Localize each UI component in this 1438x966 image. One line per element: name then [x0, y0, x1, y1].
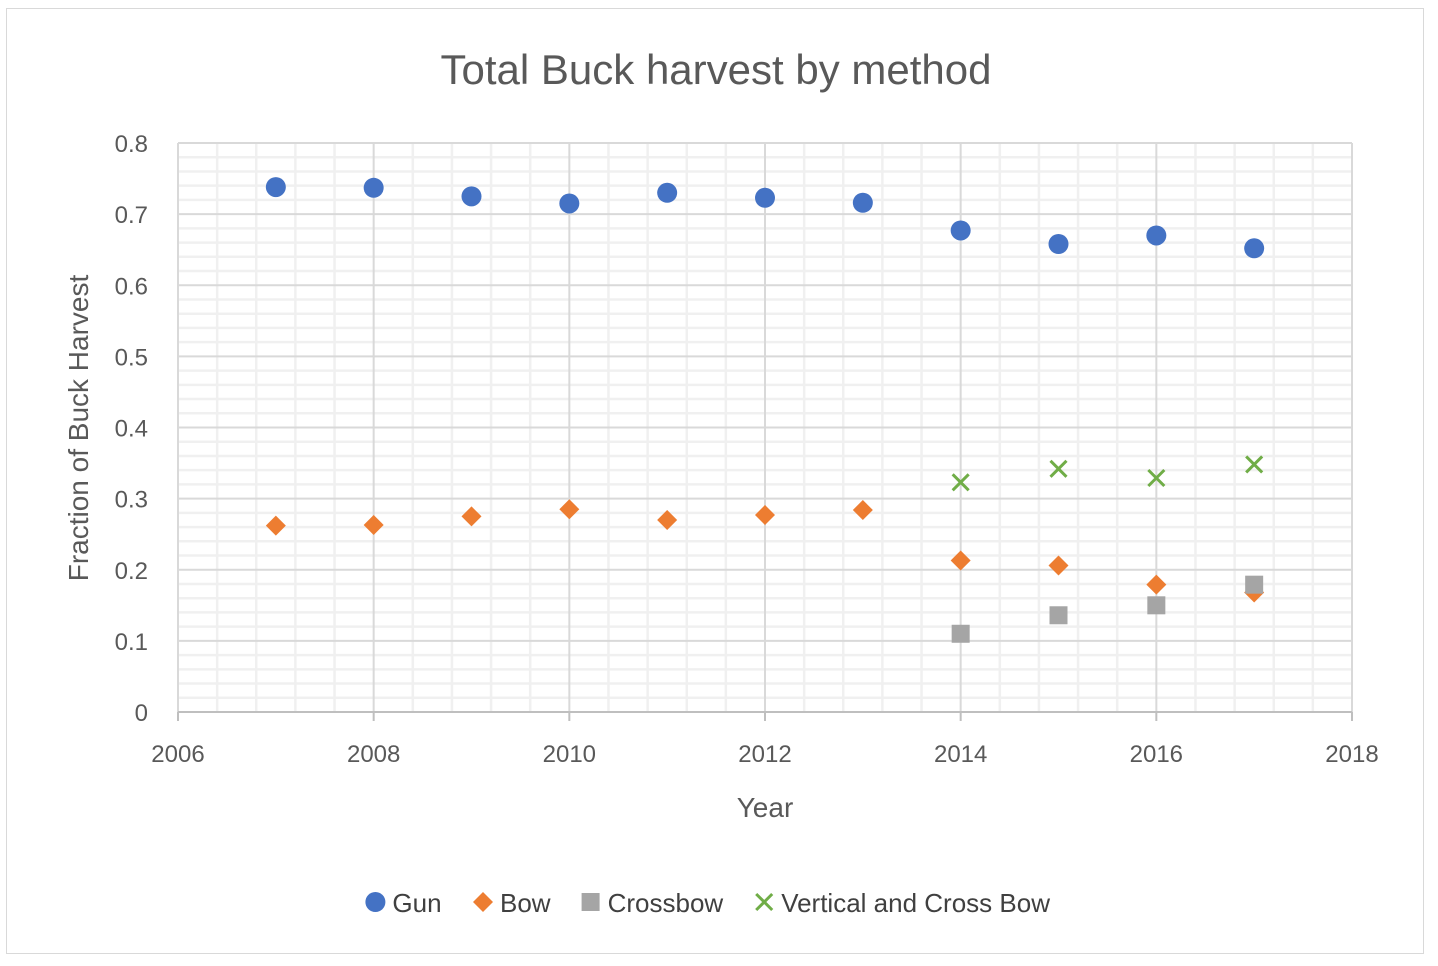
- x-tick-label: 2018: [1325, 741, 1378, 768]
- bow-point: [852, 500, 873, 521]
- grid: [177, 142, 1353, 713]
- legend-label: Bow: [500, 888, 551, 918]
- y-tick-label: 0.1: [115, 629, 148, 656]
- gun-point: [1146, 225, 1167, 246]
- bow-point: [657, 509, 678, 530]
- chart-area: [6, 8, 1424, 954]
- legend-marker-crossbow: [581, 893, 600, 911]
- vertical-and-cross-bow-point: [1049, 459, 1068, 478]
- x-axis-title: Year: [737, 792, 794, 823]
- y-tick-label: 0: [135, 700, 148, 727]
- x-tick-label: 2014: [934, 741, 987, 768]
- y-tick-label: 0.8: [115, 131, 148, 158]
- bow-point: [755, 504, 775, 525]
- gun-point: [657, 182, 678, 203]
- legend-item-vertical-and-cross-bow: Vertical and Cross Bow: [755, 888, 1050, 918]
- gun-point: [461, 186, 482, 207]
- legend-label: Crossbow: [608, 888, 724, 918]
- chart-title: Total Buck harvest by method: [441, 46, 992, 93]
- y-tick-label: 0.5: [115, 344, 148, 371]
- bow-point: [363, 514, 384, 535]
- y-tick-label: 0.6: [115, 273, 148, 300]
- x-tick-label: 2008: [347, 741, 400, 768]
- axes: [177, 711, 1353, 721]
- crossbow-point: [1147, 596, 1166, 615]
- legend-item-bow: Bow: [473, 888, 551, 918]
- legend-marker-vertical-and-cross-bow: [755, 892, 774, 912]
- legend-label: Gun: [392, 888, 441, 918]
- tick-labels: 0 0.1 0.2 0.3 0.4 0.5 0.6 0.7 0.8 2006 2008 2010 201…: [115, 131, 1379, 768]
- x-tick-label: 2010: [543, 741, 596, 768]
- y-tick-label: 0.2: [115, 558, 148, 585]
- y-axis-title: Fraction of Buck Harvest: [63, 275, 94, 582]
- bow-point: [461, 506, 482, 527]
- y-tick-label: 0.4: [115, 416, 148, 443]
- crossbow-point: [1049, 606, 1068, 625]
- vertical-and-cross-bow-point: [1245, 455, 1264, 474]
- bow-point: [1146, 574, 1167, 595]
- legend: Gun Bow Crossbow Vertical and Cross Bow: [365, 888, 1050, 918]
- bow-point: [1048, 555, 1069, 576]
- legend-marker-bow: [473, 892, 493, 912]
- gun-point: [852, 192, 873, 213]
- bow-point: [559, 499, 580, 520]
- legend-item-gun: Gun: [365, 888, 442, 918]
- crossbow-point: [951, 624, 970, 643]
- gun-point: [950, 220, 971, 241]
- vertical-and-cross-bow-point: [1147, 468, 1166, 488]
- gun-point: [1048, 233, 1069, 254]
- legend-marker-gun: [365, 892, 386, 912]
- bow-point: [265, 515, 286, 536]
- legend-label: Vertical and Cross Bow: [781, 888, 1050, 918]
- gun-point: [363, 177, 384, 198]
- y-tick-label: 0.7: [115, 202, 148, 229]
- gun-point: [559, 193, 580, 214]
- x-tick-label: 2006: [151, 741, 204, 768]
- data-points: [265, 177, 1265, 643]
- x-tick-label: 2016: [1130, 741, 1183, 768]
- vertical-and-cross-bow-point: [951, 473, 970, 492]
- gun-point: [1244, 238, 1265, 259]
- gun-point: [755, 187, 775, 208]
- gun-point: [265, 177, 286, 198]
- bow-point: [950, 550, 971, 571]
- legend-item-crossbow: Crossbow: [581, 888, 724, 918]
- y-tick-label: 0.3: [115, 487, 148, 514]
- crossbow-point: [1245, 575, 1264, 594]
- x-tick-label: 2012: [738, 741, 791, 768]
